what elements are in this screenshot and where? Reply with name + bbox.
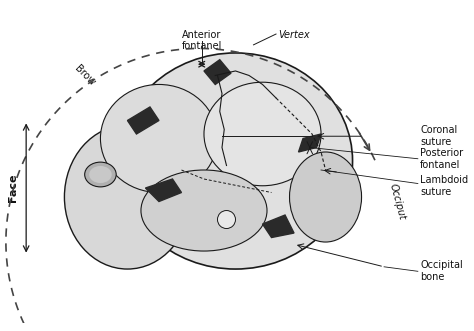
Polygon shape [299,134,321,152]
Text: Anterior
fontanel: Anterior fontanel [182,29,222,51]
Text: Lambdoid
suture: Lambdoid suture [420,175,468,197]
Text: Vertex: Vertex [278,29,310,39]
Text: Face: Face [8,174,18,202]
Circle shape [218,211,236,228]
Ellipse shape [141,170,267,251]
Text: Parietal
bone: Parietal bone [238,114,278,136]
Text: Frontal
bone: Frontal bone [136,119,173,140]
Text: Brow: Brow [73,63,97,88]
Text: Occiput: Occiput [388,182,407,221]
Polygon shape [204,60,231,84]
Ellipse shape [204,82,321,186]
Ellipse shape [85,162,116,187]
Polygon shape [128,107,159,134]
Text: Coronal
suture: Coronal suture [420,125,457,147]
Ellipse shape [64,125,191,269]
Polygon shape [146,179,182,202]
Polygon shape [263,215,294,238]
Ellipse shape [100,84,218,193]
Text: Temporal
bone: Temporal bone [157,200,206,221]
Ellipse shape [89,166,112,183]
Text: Occipital
bone: Occipital bone [420,260,463,282]
Text: Posterior
fontanel: Posterior fontanel [420,148,463,169]
Ellipse shape [118,53,353,269]
Ellipse shape [290,152,362,242]
